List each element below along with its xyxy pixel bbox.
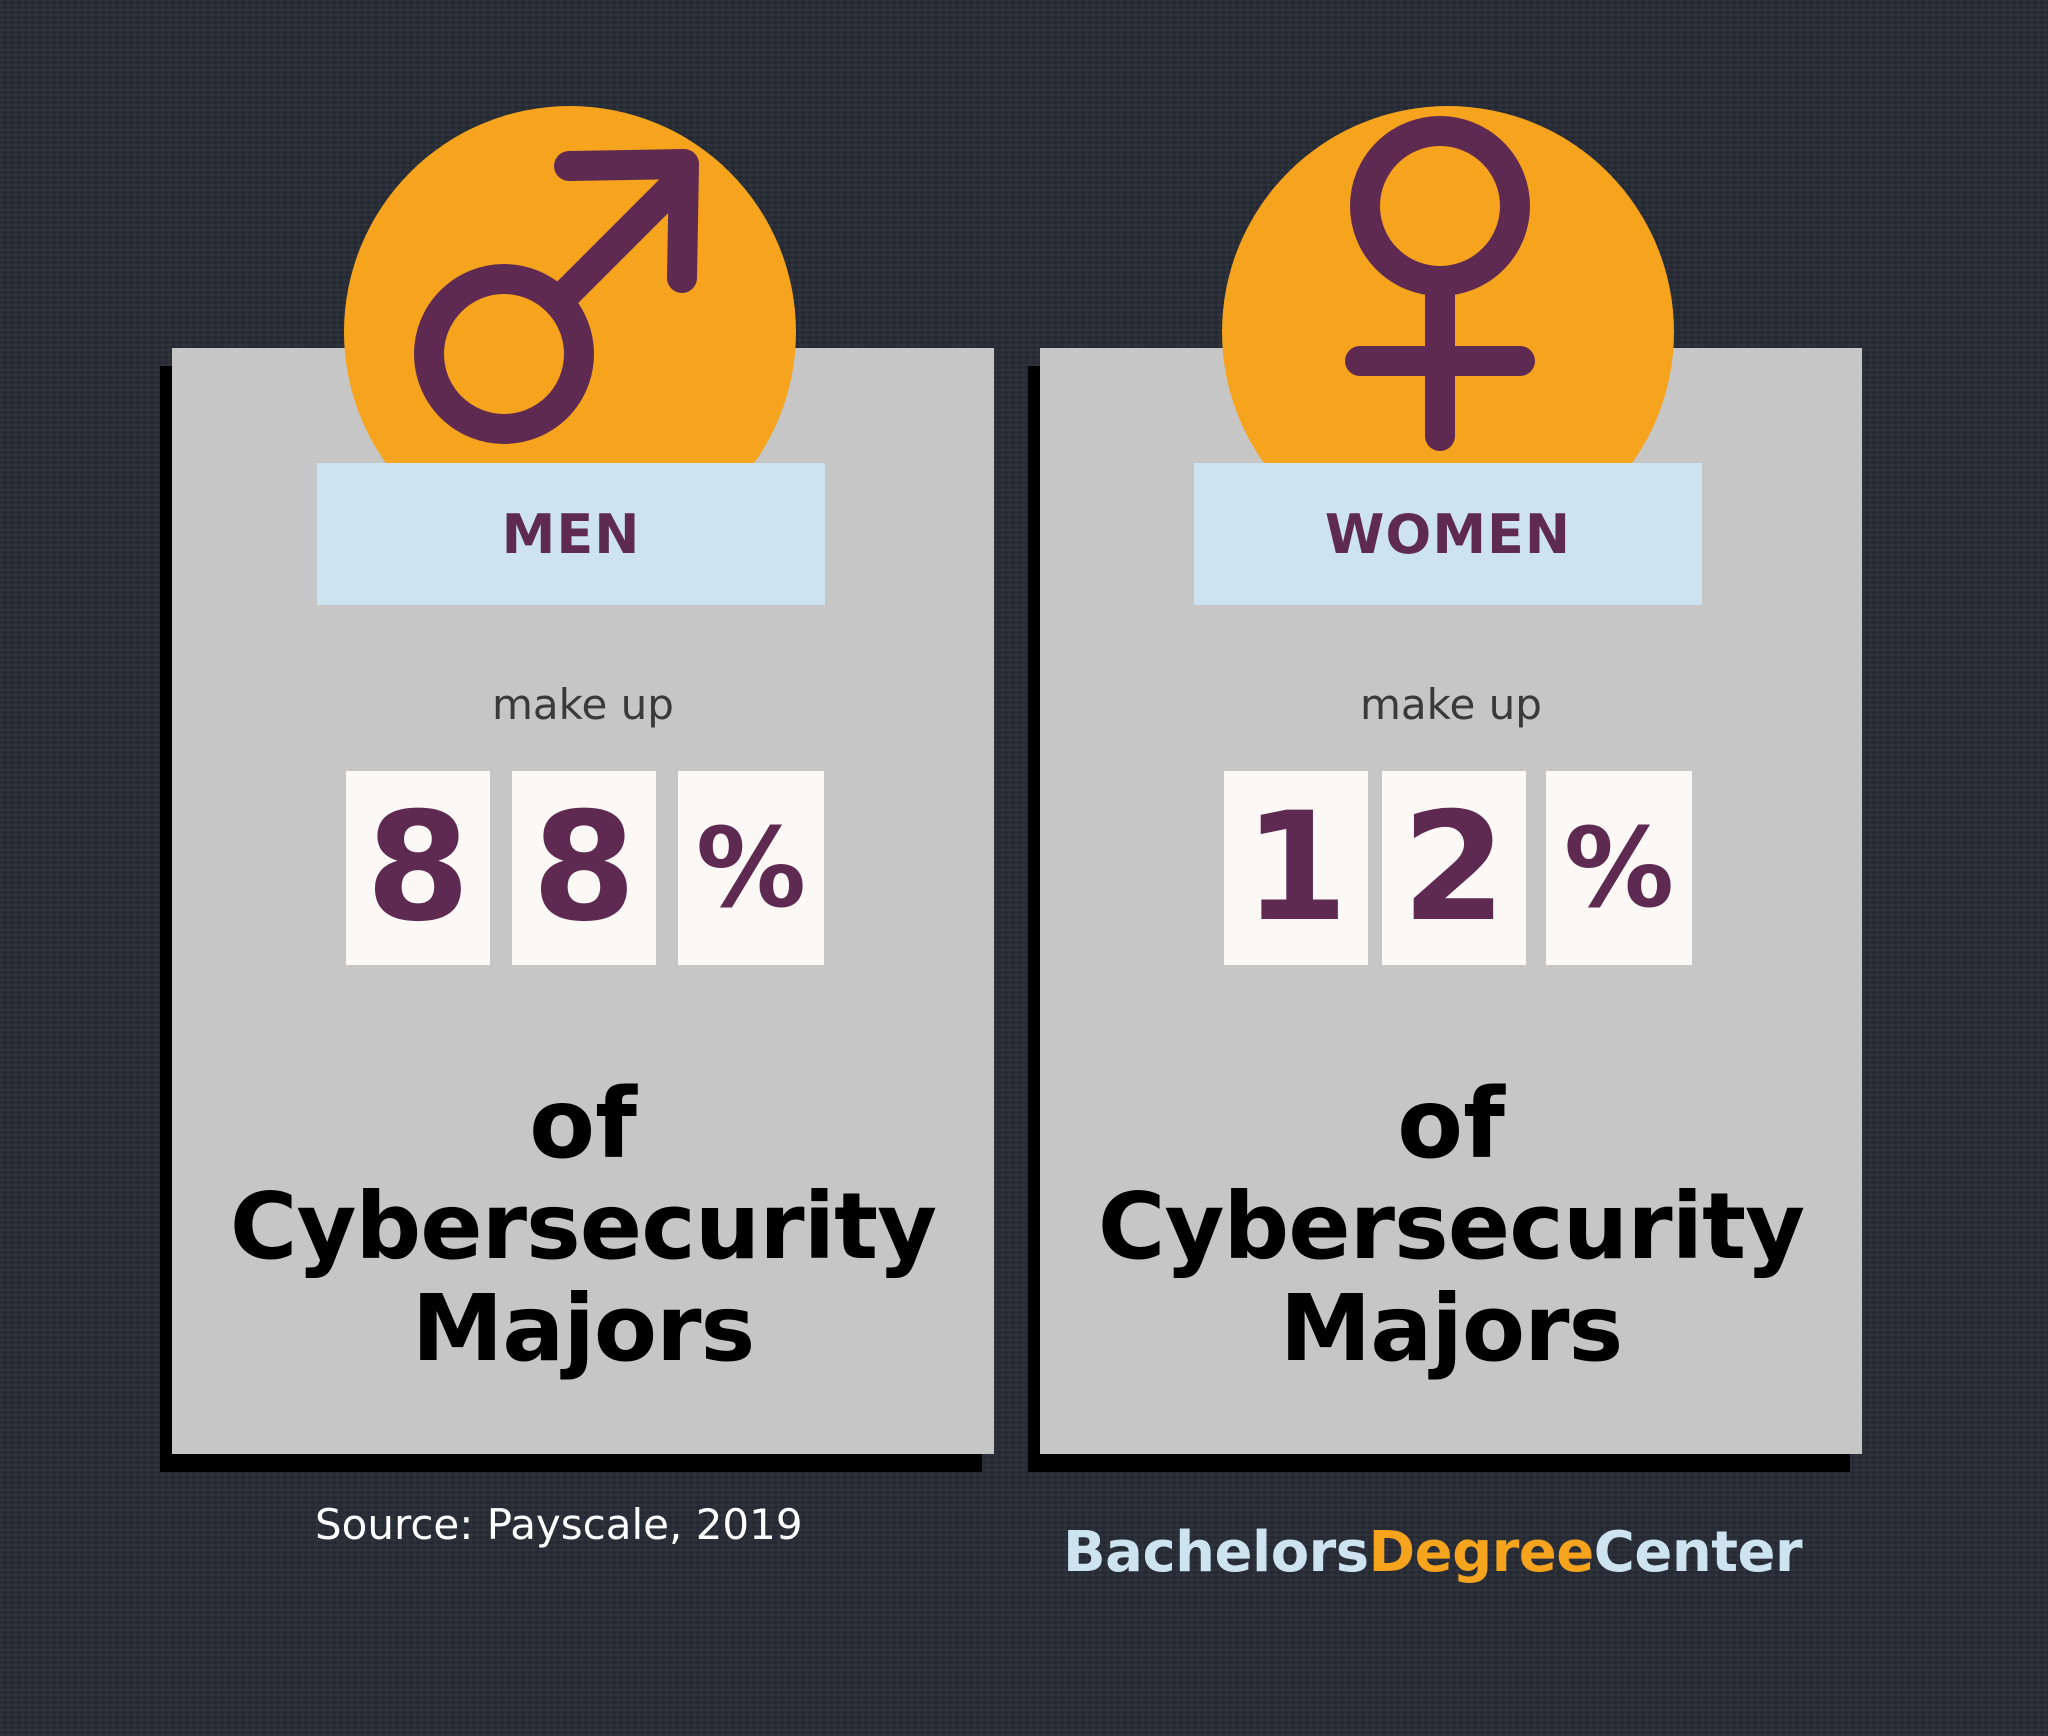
brand-part-bachelors: Bachelors: [1063, 1520, 1369, 1585]
men-card: MEN make up 8 8 % of Cybersecurity Major…: [172, 348, 994, 1454]
men-percent-sign: %: [678, 771, 824, 965]
male-symbol-icon-part: [414, 348, 594, 444]
men-of-text: of: [529, 1068, 637, 1180]
men-majors-text: Majors: [411, 1275, 756, 1382]
men-make-up-text: make up: [492, 680, 674, 729]
women-label: WOMEN: [1194, 463, 1702, 605]
women-cybersecurity-text: Cybersecurity: [1097, 1173, 1805, 1280]
men-label: MEN: [317, 463, 825, 605]
men-digit-2: 8: [512, 771, 656, 965]
men-cybersecurity-text: Cybersecurity: [229, 1173, 937, 1280]
female-symbol-icon-part: [1345, 348, 1535, 451]
brand-part-degree: Degree: [1368, 1520, 1595, 1585]
women-digit-1: 1: [1224, 771, 1368, 965]
women-card: WOMEN make up 1 2 % of Cybersecurity Maj…: [1040, 348, 1862, 1454]
men-digit-1: 8: [346, 771, 490, 965]
women-of-text: of: [1397, 1068, 1505, 1180]
women-digit-2: 2: [1382, 771, 1526, 965]
women-make-up-text: make up: [1360, 680, 1542, 729]
brand-logo: BachelorsDegreeCenter: [1063, 1520, 1803, 1585]
women-majors-text: Majors: [1279, 1275, 1624, 1382]
brand-part-center: Center: [1593, 1520, 1803, 1585]
women-percent-sign: %: [1546, 771, 1692, 965]
source-citation: Source: Payscale, 2019: [315, 1500, 803, 1549]
